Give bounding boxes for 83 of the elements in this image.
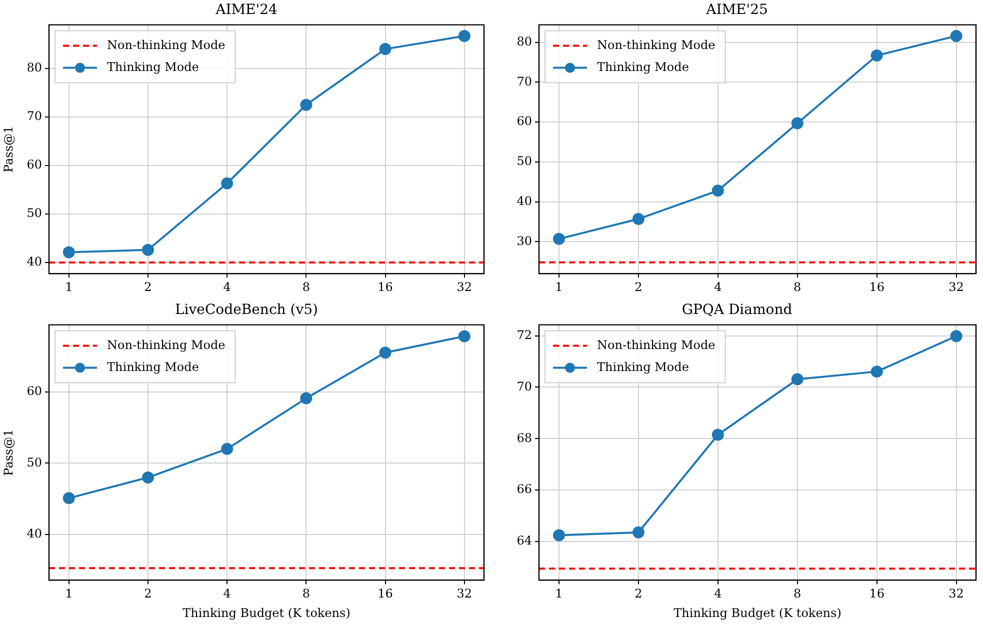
point	[950, 330, 962, 342]
legend-label: Thinking Mode	[597, 360, 689, 374]
point	[379, 43, 392, 56]
legend-label: Non-thinking Mode	[597, 38, 716, 52]
legend-label: Non-thinking Mode	[107, 38, 226, 52]
chart-title: GPQA Diamond	[682, 302, 792, 318]
point	[62, 246, 75, 258]
point	[300, 98, 312, 111]
x-tick-label: 8	[794, 280, 802, 294]
legend-label: Non-thinking Mode	[107, 338, 226, 352]
legend-label: Thinking Mode	[107, 60, 199, 74]
point	[142, 244, 154, 256]
y-tick-label: 66	[516, 482, 532, 496]
point	[300, 392, 312, 404]
x-tick-label: 32	[948, 280, 964, 294]
y-tick-label: 50	[26, 206, 42, 220]
legend-label: Thinking Mode	[107, 360, 199, 374]
y-tick-label: 30	[516, 234, 532, 248]
point	[632, 212, 644, 225]
x-tick-label: 4	[714, 586, 722, 601]
x-tick-label: 4	[223, 280, 232, 294]
x-axis-title: Thinking Budget (K tokens)	[182, 606, 350, 620]
y-tick-label: 60	[26, 384, 42, 398]
x-tick-label: 1	[65, 586, 73, 601]
legend-label: Thinking Mode	[597, 60, 689, 74]
x-tick-label: 4	[223, 586, 232, 601]
chart-title: AIME'24	[214, 2, 278, 18]
y-tick-label: 70	[26, 109, 42, 124]
y-tick-label: 70	[516, 74, 532, 88]
point	[552, 232, 565, 245]
y-tick-label: 40	[26, 526, 42, 541]
y-tick-label: 68	[516, 430, 532, 445]
x-tick-label: 2	[634, 586, 642, 601]
point	[791, 373, 804, 386]
point	[552, 529, 565, 542]
y-axis-title: Pass@1	[1, 126, 16, 173]
x-tick-label: 8	[302, 280, 310, 294]
y-tick-label: 50	[26, 455, 42, 470]
x-tick-label: 32	[948, 586, 964, 601]
point	[221, 442, 234, 455]
legend-label: Non-thinking Mode	[597, 338, 716, 352]
y-tick-label: 60	[516, 114, 532, 128]
point	[379, 346, 392, 359]
x-tick-label: 2	[144, 280, 152, 294]
x-tick-label: 1	[65, 280, 73, 294]
x-tick-label: 32	[456, 280, 472, 294]
point	[458, 330, 470, 342]
point	[870, 366, 883, 378]
point	[791, 117, 804, 130]
point	[142, 471, 154, 484]
x-tick-label: 8	[794, 586, 802, 601]
point	[62, 492, 75, 504]
y-tick-label: 64	[516, 534, 532, 548]
x-tick-label: 16	[869, 280, 884, 294]
y-tick-label: 70	[516, 379, 532, 394]
point	[632, 526, 644, 538]
point	[712, 428, 724, 441]
point	[950, 30, 962, 42]
y-axis-title: Pass@1	[1, 429, 16, 476]
x-tick-label: 8	[302, 586, 310, 601]
y-tick-label: 60	[26, 158, 42, 172]
x-tick-label: 1	[555, 586, 563, 601]
chart-title: LiveCodeBench (v5)	[175, 302, 318, 318]
point	[221, 177, 234, 190]
x-tick-label: 2	[634, 280, 642, 294]
x-tick-label: 16	[869, 586, 884, 601]
point	[712, 184, 724, 197]
x-tick-label: 16	[378, 586, 393, 601]
chart-title: AIME'25	[705, 2, 768, 18]
y-tick-label: 40	[516, 194, 532, 208]
x-tick-label: 1	[555, 280, 563, 294]
point	[458, 30, 470, 42]
x-axis-title: Thinking Budget (K tokens)	[674, 606, 842, 620]
x-tick-label: 4	[714, 280, 722, 294]
x-tick-label: 16	[378, 280, 393, 294]
y-tick-label: 72	[516, 328, 532, 342]
x-tick-label: 2	[144, 586, 152, 601]
y-tick-label: 80	[26, 60, 42, 75]
y-tick-label: 40	[26, 254, 42, 269]
x-tick-label: 32	[456, 586, 472, 601]
y-tick-label: 50	[516, 154, 532, 168]
y-tick-label: 80	[516, 34, 532, 48]
point	[870, 50, 883, 62]
